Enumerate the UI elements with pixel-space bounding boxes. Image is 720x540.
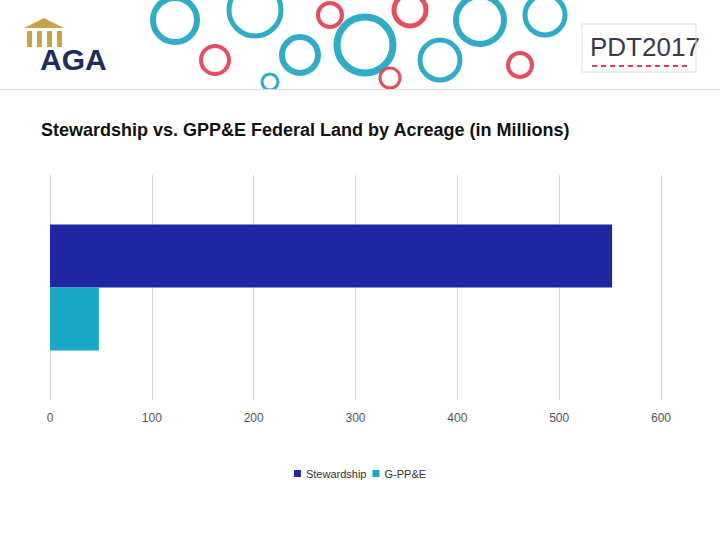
svg-text:Stewardship: Stewardship bbox=[306, 468, 367, 480]
svg-text:600: 600 bbox=[651, 411, 671, 425]
svg-text:200: 200 bbox=[244, 411, 264, 425]
svg-text:0: 0 bbox=[47, 411, 54, 425]
svg-text:AGA: AGA bbox=[40, 43, 107, 76]
svg-text:100: 100 bbox=[142, 411, 162, 425]
svg-text:500: 500 bbox=[549, 411, 569, 425]
svg-text:Stewardship vs. GPP&E Federal: Stewardship vs. GPP&E Federal Land by Ac… bbox=[41, 120, 569, 140]
svg-text:300: 300 bbox=[345, 411, 365, 425]
svg-text:PDT2017: PDT2017 bbox=[590, 32, 700, 62]
svg-text:G-PP&E: G-PP&E bbox=[384, 468, 426, 480]
svg-text:400: 400 bbox=[447, 411, 467, 425]
